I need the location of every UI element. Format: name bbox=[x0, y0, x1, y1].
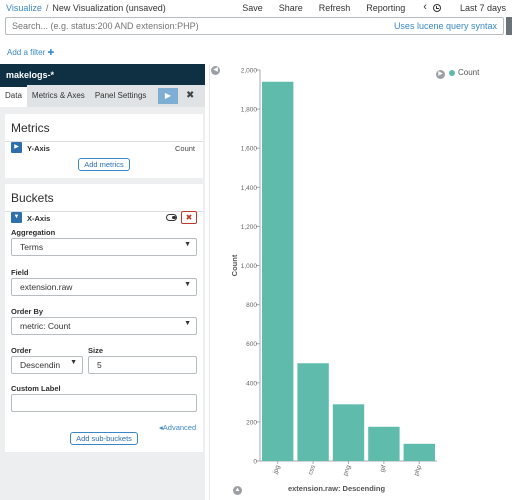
toggle-legend-icon[interactable]: ▶ bbox=[436, 70, 445, 79]
size-label: Size bbox=[88, 346, 104, 355]
order-label: Order bbox=[11, 346, 32, 355]
order-by-label: Order By bbox=[11, 307, 44, 316]
y-axis-title: Count bbox=[230, 254, 239, 276]
x-axis-label: X-Axis bbox=[27, 214, 51, 223]
y-axis-aggregation: Count bbox=[174, 144, 195, 153]
buckets-section: Buckets ▼ X-Axis ✖ Aggregation Terms ▼ F… bbox=[5, 184, 203, 452]
caret-down-icon: ▼ bbox=[184, 320, 191, 327]
field-select[interactable]: extension.raw ▼ bbox=[11, 278, 197, 296]
top-bar: Visualize / New Visualization (unsaved) Sa… bbox=[0, 0, 512, 16]
time-range-label: Last 7 days bbox=[459, 3, 506, 13]
collapse-x-axis-button[interactable]: ▼ bbox=[11, 212, 22, 223]
caret-down-icon: ▼ bbox=[70, 359, 77, 366]
query-bar: Uses lucene query syntax bbox=[5, 17, 504, 35]
divider bbox=[5, 141, 203, 142]
order-select[interactable]: Descendin ▼ bbox=[11, 356, 83, 374]
y-tick-label: 1,000 bbox=[241, 263, 258, 270]
time-picker[interactable]: Last 7 days bbox=[432, 3, 506, 13]
x-tick-label: gif bbox=[379, 464, 388, 473]
field-label: Field bbox=[11, 268, 29, 277]
collapse-sidebar-icon[interactable]: ◀ bbox=[211, 66, 220, 75]
bar[interactable] bbox=[297, 363, 329, 461]
add-sub-buckets-button[interactable]: Add sub-buckets bbox=[70, 432, 138, 445]
breadcrumb-separator: / bbox=[45, 3, 49, 13]
legend-item-count: Count bbox=[458, 68, 480, 77]
breadcrumb-current: New Visualization (unsaved) bbox=[52, 3, 166, 13]
discard-changes-icon[interactable]: ✖ bbox=[186, 90, 195, 101]
toggle-icon[interactable] bbox=[166, 214, 177, 221]
y-tick-label: 400 bbox=[246, 380, 257, 387]
y-tick-label: 1,600 bbox=[241, 146, 258, 153]
save-button[interactable]: Save bbox=[242, 3, 263, 13]
y-tick-label: 0 bbox=[253, 459, 257, 466]
field-value: extension.raw bbox=[20, 282, 73, 292]
y-tick-label: 1,400 bbox=[241, 185, 258, 192]
y-axis-label: Y-Axis bbox=[27, 144, 50, 153]
bar[interactable] bbox=[332, 404, 365, 461]
aggregation-select[interactable]: Terms ▼ bbox=[11, 238, 197, 256]
x-axis-title: extension.raw: Descending bbox=[288, 484, 386, 493]
breadcrumb-visualize-link[interactable]: Visualize bbox=[6, 3, 42, 13]
x-tick-label: jpg bbox=[272, 464, 282, 476]
divider bbox=[5, 211, 203, 212]
x-tick-label: png bbox=[342, 464, 352, 477]
add-metrics-button[interactable]: Add metrics bbox=[78, 158, 130, 171]
advanced-toggle-link[interactable]: ◂Advanced bbox=[159, 423, 197, 432]
bar[interactable] bbox=[262, 81, 294, 461]
tab-panel-settings[interactable]: Panel Settings bbox=[94, 91, 147, 100]
x-tick-label: css bbox=[307, 464, 317, 476]
aggregation-value: Terms bbox=[20, 242, 44, 252]
apply-changes-button[interactable]: ▶ bbox=[158, 88, 178, 104]
y-tick-label: 800 bbox=[246, 302, 257, 309]
legend-color-swatch bbox=[449, 69, 455, 76]
y-tick-label: 1,800 bbox=[241, 107, 258, 114]
order-by-select[interactable]: metric: Count ▼ bbox=[11, 317, 197, 335]
lucene-syntax-link[interactable]: Uses lucene query syntax bbox=[393, 21, 497, 31]
clock-icon bbox=[432, 4, 441, 12]
bar[interactable] bbox=[368, 426, 400, 461]
chevron-left-icon[interactable]: ‹ bbox=[423, 1, 427, 13]
search-input[interactable] bbox=[6, 18, 386, 34]
custom-label-input[interactable] bbox=[11, 394, 197, 412]
expand-y-axis-button[interactable]: ▶ bbox=[11, 142, 22, 153]
sidebar-tabs: Data Metrics & Axes Panel Settings ▶ ✖ bbox=[0, 85, 205, 107]
share-button[interactable]: Share bbox=[278, 3, 303, 13]
order-value: Descendin bbox=[20, 360, 61, 370]
y-tick-label: 200 bbox=[246, 419, 257, 426]
metrics-section: Metrics ▶ Y-Axis Count Add metrics bbox=[5, 114, 203, 178]
order-by-value: metric: Count bbox=[20, 321, 71, 331]
y-tick-label: 1,200 bbox=[241, 224, 258, 231]
tab-metrics-axes[interactable]: Metrics & Axes bbox=[31, 91, 85, 100]
remove-bucket-button[interactable]: ✖ bbox=[181, 211, 197, 224]
aggregation-label: Aggregation bbox=[11, 228, 56, 237]
custom-label-label: Custom Label bbox=[11, 384, 61, 393]
top-nav: Save Share Refresh Reporting ‹ Last 7 da… bbox=[226, 1, 506, 14]
add-filter-link[interactable]: Add a filter ✚ bbox=[7, 48, 55, 57]
caret-down-icon: ▼ bbox=[184, 241, 191, 248]
reporting-button[interactable]: Reporting bbox=[366, 3, 406, 13]
size-input[interactable]: 5 bbox=[88, 356, 197, 374]
caret-down-icon: ▼ bbox=[184, 281, 191, 288]
y-tick-label: 2,000 bbox=[241, 68, 258, 75]
x-tick-label: php bbox=[413, 464, 423, 477]
bar[interactable] bbox=[403, 443, 435, 461]
refresh-button[interactable]: Refresh bbox=[318, 3, 351, 13]
search-submit-button[interactable] bbox=[506, 17, 512, 35]
y-tick-label: 600 bbox=[246, 341, 257, 348]
metrics-title: Metrics bbox=[11, 121, 50, 135]
chart-legend[interactable]: Count bbox=[449, 68, 479, 77]
sidebar: makelogs-* Data Metrics & Axes Panel Set… bbox=[0, 64, 205, 500]
buckets-title: Buckets bbox=[11, 191, 54, 205]
spy-panel-toggle-icon[interactable]: ▲ bbox=[233, 486, 242, 495]
tab-data[interactable]: Data bbox=[0, 85, 27, 107]
breadcrumb: Visualize / New Visualization (unsaved) bbox=[6, 3, 166, 13]
bar-chart: 0 200 400 600 800 1,000 1,200 1,400 1,600 1,800 2,… bbox=[230, 68, 437, 493]
index-pattern-title: makelogs-* bbox=[0, 64, 205, 85]
